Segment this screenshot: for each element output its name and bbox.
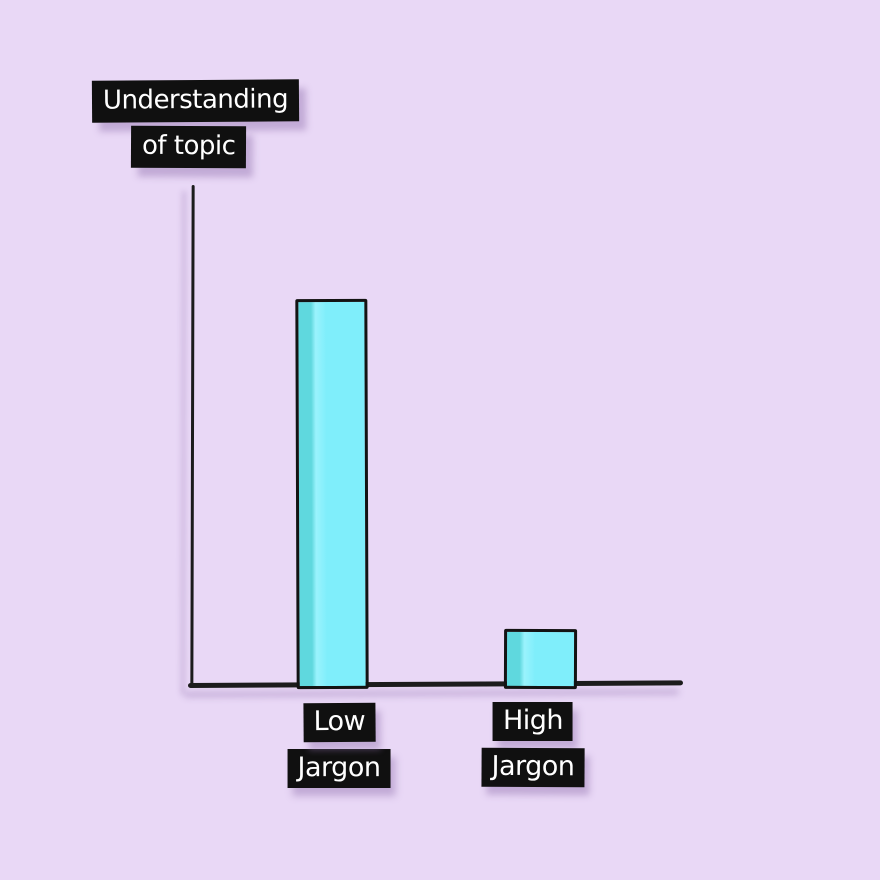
x-label-low-line-2: Jargon — [287, 749, 391, 788]
x-label-high-jargon: High Jargon — [481, 702, 585, 788]
y-axis-title-line-1: Understanding — [91, 79, 300, 123]
x-label-high-line-1: High — [492, 702, 574, 741]
x-label-high-line-2: Jargon — [481, 747, 585, 788]
bar-high-jargon — [503, 628, 578, 690]
y-axis-line — [190, 184, 195, 689]
x-label-low-line-1: Low — [303, 702, 375, 743]
x-label-low-jargon: Low Jargon — [287, 702, 391, 788]
x-axis-line — [187, 680, 684, 688]
bar-low-jargon — [295, 298, 369, 690]
y-axis-title-line-2: of topic — [130, 125, 247, 169]
